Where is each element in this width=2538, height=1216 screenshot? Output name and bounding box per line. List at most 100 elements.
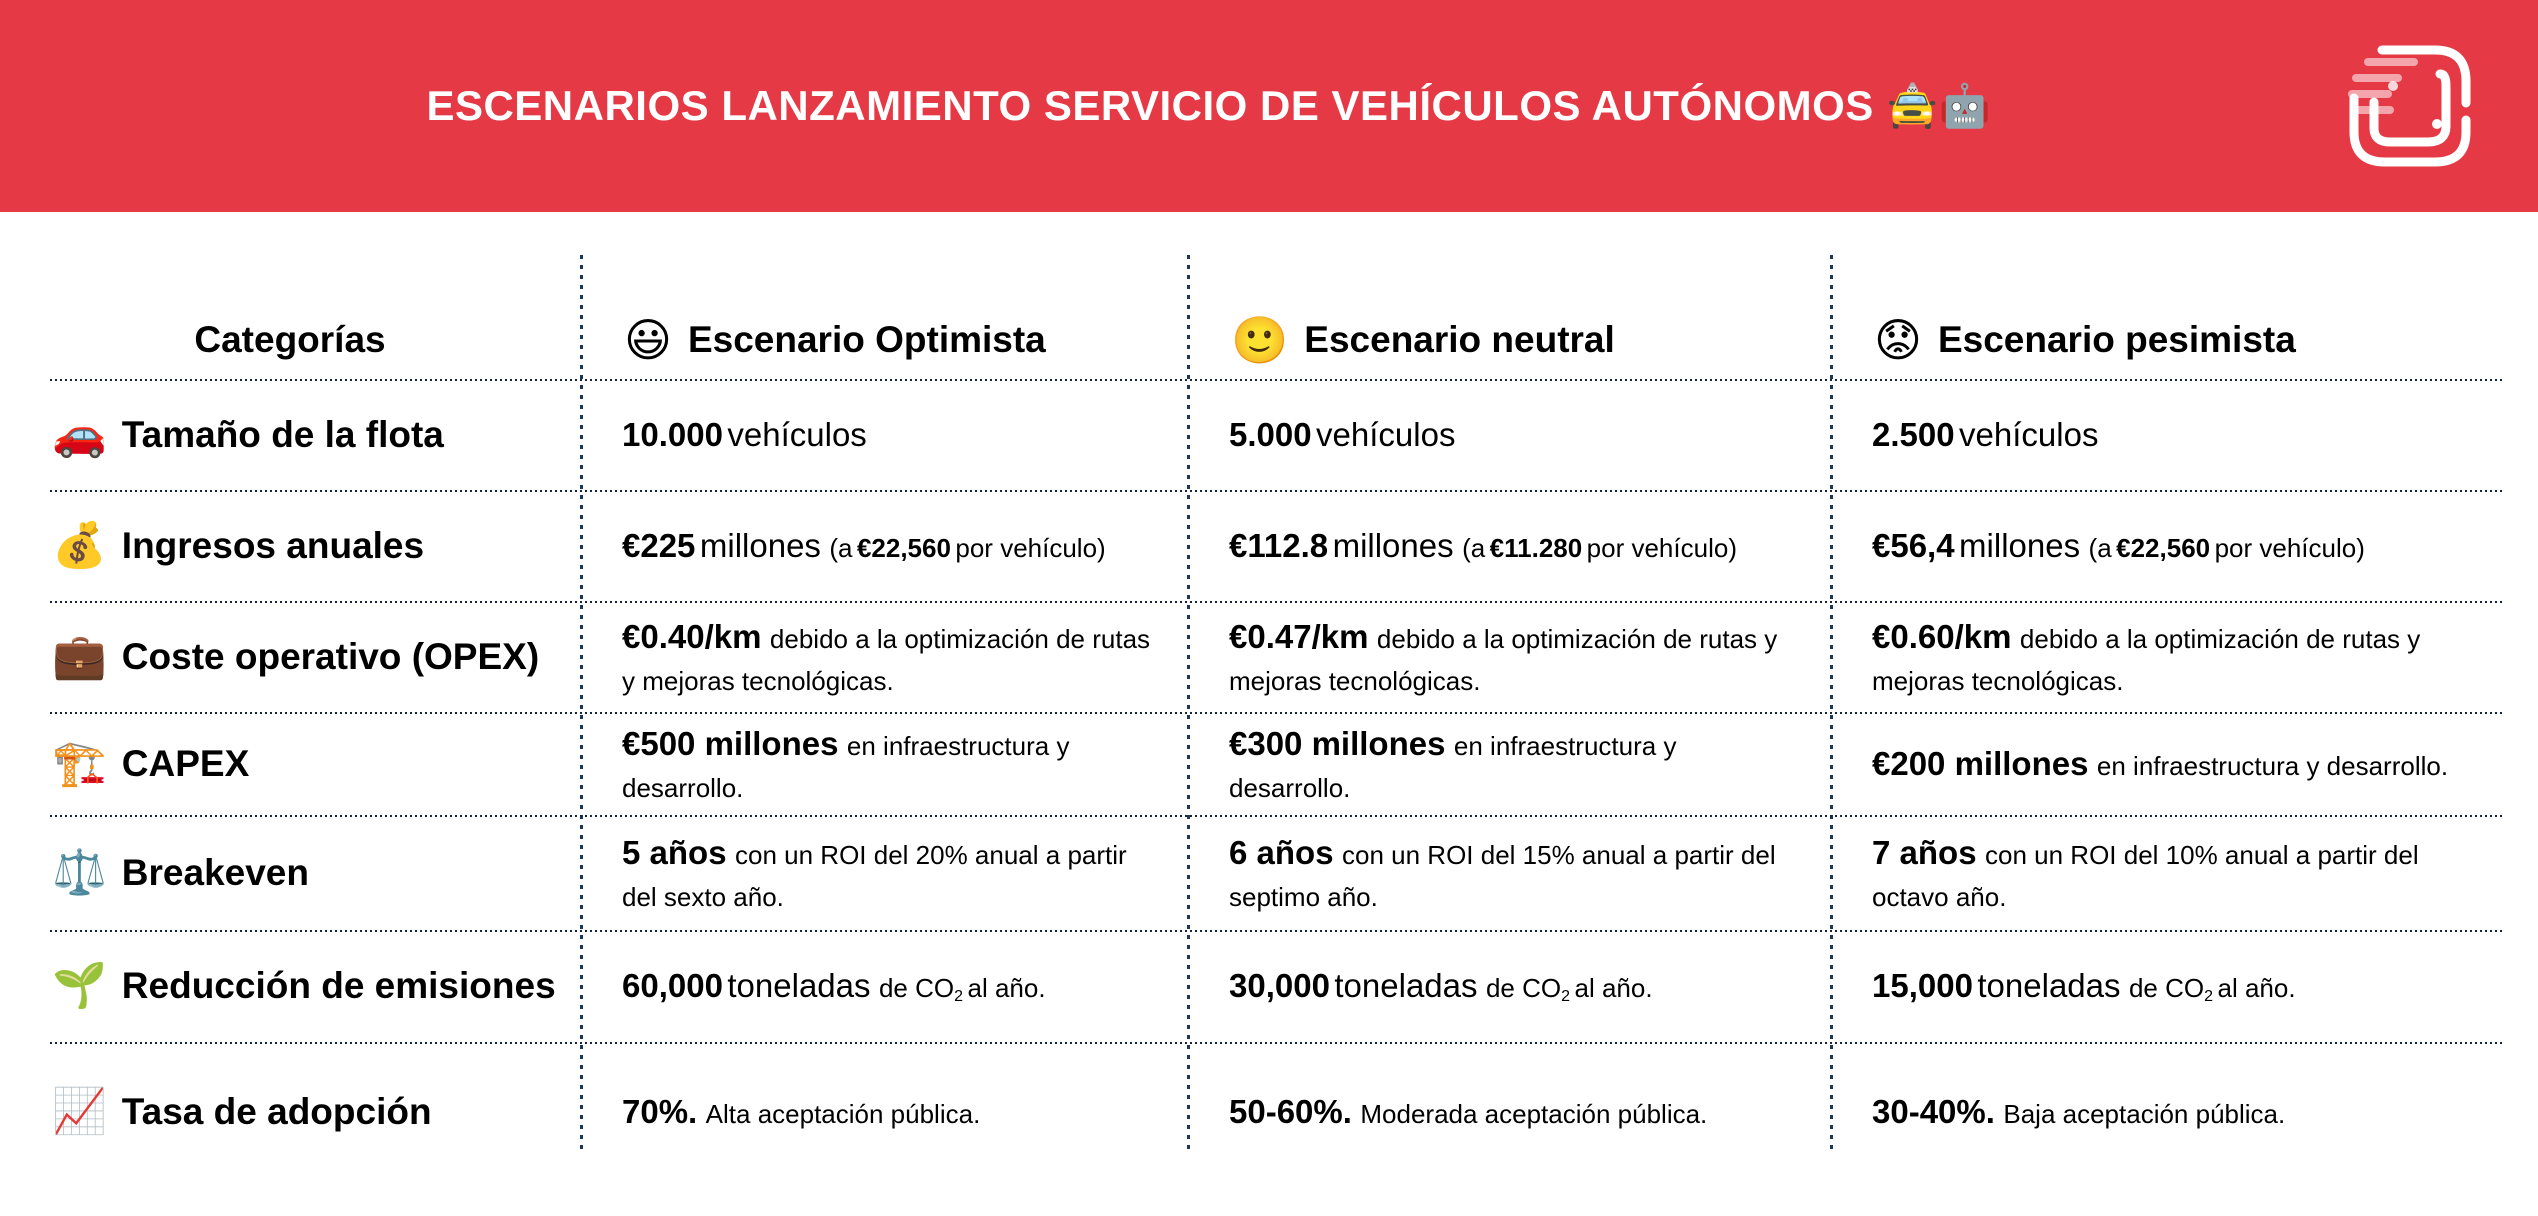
breakeven-neutral: 6 años con un ROI del 15% anual a partir…	[1187, 815, 1830, 930]
worried-face-icon: 😟	[1874, 314, 1922, 366]
cell-value: €0.47/km	[1229, 618, 1369, 656]
category-label: Ingresos anuales	[121, 524, 425, 566]
cell-note: en infraestructura y desarrollo.	[2096, 750, 2449, 781]
cell-value: 50-60%.	[1229, 1093, 1352, 1131]
capex-neutral: €300 millones en infraestructura y desar…	[1187, 712, 1830, 815]
cell-unit: vehículos	[727, 415, 867, 453]
revenue-optimista: €225 millones (a €22,560 por vehículo)	[580, 490, 1187, 601]
cell-unit: millones	[699, 526, 821, 564]
fleet-size-pesimista: 2.500 vehículos	[1830, 379, 2538, 490]
cell-unit: millones	[1959, 526, 2081, 564]
cell-note-bold: €22,560	[2116, 532, 2211, 563]
cell-note: de CO	[1485, 973, 1562, 1004]
red-car-icon: 🚗	[52, 409, 107, 459]
cell-value: 30-40%.	[1872, 1093, 1995, 1131]
cell-note: Alta aceptación pública.	[705, 1099, 981, 1130]
cell-note: con un ROI del 20% anual a partir del se…	[622, 840, 1127, 912]
capex-pesimista: €200 millones en infraestructura y desar…	[1830, 712, 2538, 815]
revenue-neutral: €112.8 millones (a €11.280 por vehículo)	[1187, 490, 1830, 601]
row-divider	[50, 930, 2505, 932]
column-header-pesimista: 😟 Escenario pesimista	[1830, 255, 2538, 379]
cell-note: (a	[829, 532, 853, 563]
cell-note: (a	[2088, 532, 2112, 563]
cell-value: 30,000	[1229, 967, 1330, 1005]
emissions-optimista: 60,000 toneladas de CO2 al año.	[580, 930, 1187, 1042]
row-divider	[50, 712, 2505, 714]
category-label: CAPEX	[121, 742, 250, 784]
cell-note: en infraestructura y desarrollo.	[1229, 731, 1677, 803]
cell-unit: vehículos	[1959, 415, 2099, 453]
category-label: Coste operativo (OPEX)	[121, 635, 540, 677]
cell-note: en infraestructura y desarrollo.	[622, 731, 1070, 803]
opex-neutral: €0.47/km debido a la optimización de rut…	[1187, 601, 1830, 712]
cell-value: €500 millones	[622, 725, 839, 763]
row-fleet-size-category: 🚗 Tamaño de la flota	[0, 379, 580, 490]
row-divider	[50, 815, 2505, 817]
row-emissions-category: 🌱 Reducción de emisiones	[0, 930, 580, 1042]
cell-value: €225	[622, 526, 696, 564]
balance-scale-icon: ⚖️	[52, 847, 107, 897]
cell-note: Moderada aceptación pública.	[1360, 1099, 1708, 1130]
column-divider	[1830, 255, 1833, 1153]
cell-value: €0.40/km	[622, 618, 762, 656]
brand-logo	[2348, 45, 2471, 167]
row-divider	[50, 379, 2505, 381]
category-label: Breakeven	[121, 851, 309, 893]
cell-value: €0.60/km	[1872, 618, 2012, 656]
cell-note: (a	[1462, 532, 1486, 563]
cell-unit: toneladas	[1977, 967, 2121, 1005]
cell-value: 15,000	[1872, 967, 1973, 1005]
breakeven-optimista: 5 años con un ROI del 20% anual a partir…	[580, 815, 1187, 930]
emissions-pesimista: 15,000 toneladas de CO2 al año.	[1830, 930, 2538, 1042]
adoption-pesimista: 30-40%. Baja aceptación pública.	[1830, 1042, 2538, 1216]
page-title: ESCENARIOS LANZAMIENTO SERVICIO DE VEHÍC…	[426, 81, 1992, 129]
column-divider	[580, 255, 583, 1153]
cell-note: al año.	[967, 973, 1046, 1004]
seedling-icon: 🌱	[52, 961, 107, 1010]
row-divider	[50, 490, 2505, 492]
cell-note: Baja aceptación pública.	[2003, 1099, 2286, 1130]
co2-subscript: 2	[2204, 988, 2214, 1006]
cell-note: de CO	[878, 973, 955, 1004]
column-header-neutral: 🙂 Escenario neutral	[1187, 255, 1830, 379]
opex-optimista: €0.40/km debido a la optimización de rut…	[580, 601, 1187, 712]
cell-value: 7 años	[1872, 834, 1977, 872]
cell-note-bold: €22,560	[856, 532, 951, 563]
cell-note: al año.	[2217, 973, 2296, 1004]
cell-value: 5.000	[1229, 415, 1312, 453]
cell-value: 10.000	[622, 415, 723, 453]
column-header-categories: Categorías	[194, 319, 386, 360]
cell-note: al año.	[1574, 973, 1653, 1004]
cell-unit: toneladas	[727, 967, 871, 1005]
cell-note: por vehículo)	[955, 532, 1106, 563]
header-banner: ESCENARIOS LANZAMIENTO SERVICIO DE VEHÍC…	[0, 0, 2538, 212]
column-header-label: Escenario neutral	[1304, 319, 1615, 360]
cell-value: 6 años	[1229, 834, 1334, 872]
column-header-label: Escenario pesimista	[1937, 319, 2296, 360]
cell-unit: toneladas	[1334, 967, 1478, 1005]
cell-value: €200 millones	[1872, 744, 2089, 782]
cell-note: con un ROI del 15% anual a partir del se…	[1229, 840, 1776, 912]
cell-value: 60,000	[622, 967, 723, 1005]
cell-value: €56,4	[1872, 526, 1955, 564]
row-opex-category: 💼 Coste operativo (OPEX)	[0, 601, 580, 712]
chart-increasing-icon: 📈	[52, 1087, 107, 1136]
revenue-pesimista: €56,4 millones (a €22,560 por vehículo)	[1830, 490, 2538, 601]
co2-subscript: 2	[954, 988, 964, 1006]
fleet-size-neutral: 5.000 vehículos	[1187, 379, 1830, 490]
category-label: Reducción de emisiones	[121, 965, 556, 1006]
capex-optimista: €500 millones en infraestructura y desar…	[580, 712, 1187, 815]
neutral-face-icon: 🙂	[1231, 314, 1289, 366]
construction-crane-icon: 🏗️	[52, 738, 107, 788]
column-header-optimista: 😃 Escenario Optimista	[580, 255, 1187, 379]
cell-value: 70%.	[622, 1093, 698, 1131]
cell-note: por vehículo)	[1586, 532, 1737, 563]
optimistic-face-icon: 😃	[624, 314, 672, 366]
cell-unit: vehículos	[1316, 415, 1456, 453]
cell-unit: millones	[1332, 526, 1454, 564]
column-header-label: Escenario Optimista	[687, 319, 1046, 360]
breakeven-pesimista: 7 años con un ROI del 10% anual a partir…	[1830, 815, 2538, 930]
row-divider	[50, 601, 2505, 603]
row-breakeven-category: ⚖️ Breakeven	[0, 815, 580, 930]
scenario-table: Categorías 😃 Escenario Optimista 🙂 Escen…	[0, 255, 2538, 1216]
